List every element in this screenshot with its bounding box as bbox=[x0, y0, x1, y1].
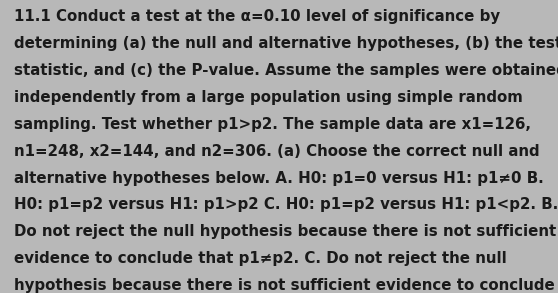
Text: independently from a large population using simple random: independently from a large population us… bbox=[14, 90, 523, 105]
Text: determining (a) the null and alternative hypotheses, (b) the test: determining (a) the null and alternative… bbox=[14, 36, 558, 51]
Text: sampling. Test whether p1>p2. The sample data are x1=126,: sampling. Test whether p1>p2. The sample… bbox=[14, 117, 531, 132]
Text: n1=248, x2=144, and n2=306. (a) Choose the correct null and: n1=248, x2=144, and n2=306. (a) Choose t… bbox=[14, 144, 540, 159]
Text: Do not reject the null hypothesis because there is not sufficient: Do not reject the null hypothesis becaus… bbox=[14, 224, 556, 239]
Text: alternative hypotheses below. A. H0: p1=0 versus H1: p1≠0 B.: alternative hypotheses below. A. H0: p1=… bbox=[14, 171, 543, 185]
Text: H0: p1=p2 versus H1: p1>p2 C. H0: p1=p2 versus H1: p1<p2. B.: H0: p1=p2 versus H1: p1>p2 C. H0: p1=p2 … bbox=[14, 197, 558, 212]
Text: 11.1 Conduct a test at the α=0.10 level of significance by: 11.1 Conduct a test at the α=0.10 level … bbox=[14, 9, 500, 24]
Text: hypothesis because there is not sufficient evidence to conclude: hypothesis because there is not sufficie… bbox=[14, 278, 555, 293]
Text: statistic, and (c) the P-value. Assume the samples were obtained: statistic, and (c) the P-value. Assume t… bbox=[14, 63, 558, 78]
Text: evidence to conclude that p1≠p2. C. Do not reject the null: evidence to conclude that p1≠p2. C. Do n… bbox=[14, 251, 507, 266]
